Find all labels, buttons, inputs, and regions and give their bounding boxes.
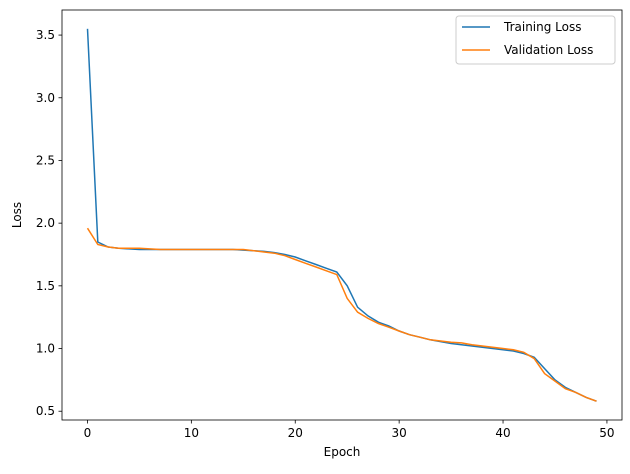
legend-label-validation: Validation Loss bbox=[504, 43, 593, 57]
x-tick-label: 10 bbox=[184, 426, 199, 440]
x-tick-label: 20 bbox=[288, 426, 303, 440]
y-axis: 0.5 1.0 1.5 2.0 2.5 3.0 3.5 bbox=[36, 28, 62, 418]
y-tick-label: 0.5 bbox=[36, 404, 55, 418]
y-tick-label: 3.5 bbox=[36, 28, 55, 42]
x-tick-label: 40 bbox=[495, 426, 510, 440]
legend-label-training: Training Loss bbox=[503, 20, 581, 34]
legend: Training Loss Validation Loss bbox=[455, 15, 616, 65]
x-tick-label: 0 bbox=[84, 426, 92, 440]
y-tick-label: 3.0 bbox=[36, 91, 55, 105]
series-line-1 bbox=[86, 227, 597, 402]
series-line-0 bbox=[86, 28, 597, 402]
legend-box bbox=[455, 15, 616, 65]
x-tick-label: 30 bbox=[392, 426, 407, 440]
y-axis-label: Loss bbox=[10, 202, 24, 228]
y-tick-label: 1.5 bbox=[36, 279, 55, 293]
axes-frame bbox=[61, 9, 623, 421]
x-axis-label: Epoch bbox=[324, 445, 361, 459]
x-tick-label: 50 bbox=[599, 426, 614, 440]
y-tick-label: 2.0 bbox=[36, 216, 55, 230]
y-tick-label: 1.0 bbox=[36, 342, 55, 356]
plot-area bbox=[86, 28, 597, 402]
x-axis: 0 10 20 30 40 50 bbox=[84, 420, 615, 440]
y-tick-label: 2.5 bbox=[36, 153, 55, 167]
